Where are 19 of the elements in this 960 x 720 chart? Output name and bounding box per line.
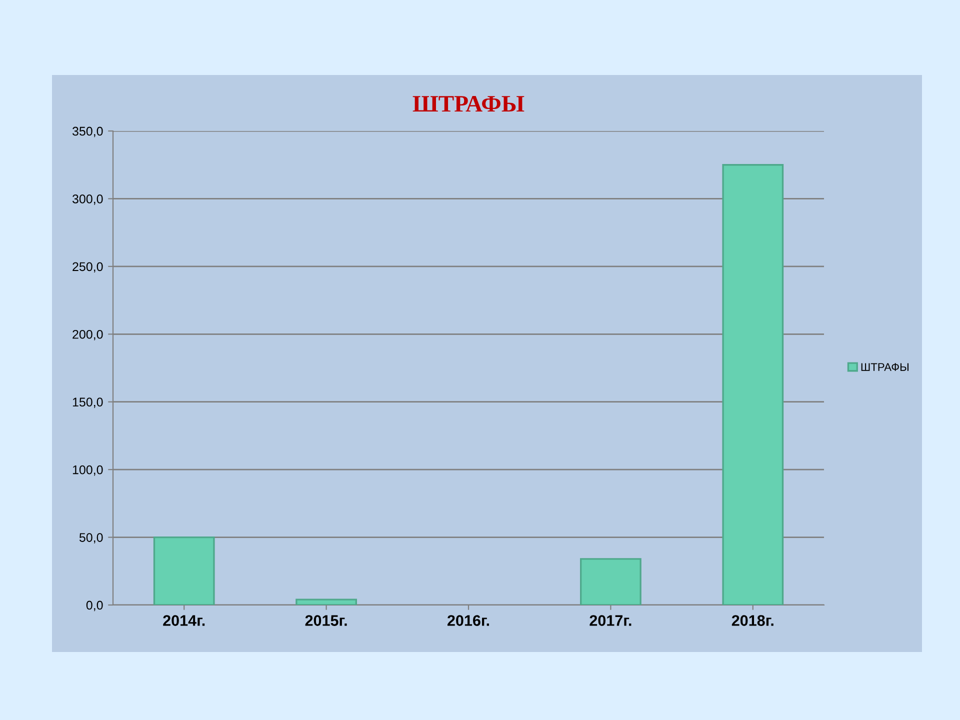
y-tick-label: 100,0 — [72, 465, 103, 476]
x-tick-label: 2015г. — [305, 615, 347, 626]
x-tick-label: 2017г. — [590, 615, 632, 626]
x-tick-label: 2014г. — [163, 615, 205, 626]
bar — [296, 598, 357, 605]
y-tick-label: 300,0 — [72, 194, 103, 205]
y-tick-label: 50,0 — [79, 533, 103, 544]
bar — [580, 558, 642, 605]
y-tick-label: 0,0 — [86, 600, 103, 612]
chart-title: ШТРАФЫ — [412, 96, 524, 112]
bar — [722, 164, 784, 605]
y-tick-label: 250,0 — [72, 262, 103, 273]
bar — [153, 536, 215, 605]
legend-label: ШТРАФЫ — [861, 363, 908, 371]
x-tick-label: 2016г. — [448, 615, 489, 626]
y-tick-label: 200,0 — [72, 330, 103, 340]
y-tick-label: 350,0 — [72, 126, 103, 138]
x-tick-label: 2018г. — [732, 615, 774, 626]
y-tick-label: 150,0 — [72, 398, 103, 408]
